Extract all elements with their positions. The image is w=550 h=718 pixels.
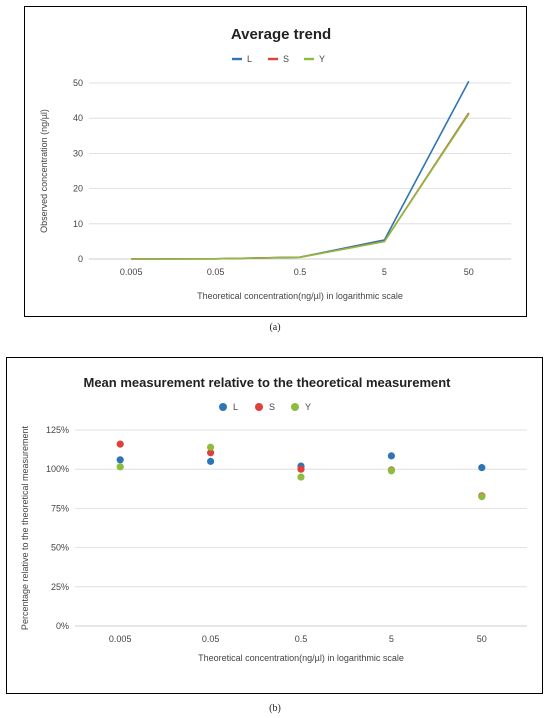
legend-swatch-y <box>291 403 299 411</box>
x-tick-label: 0.005 <box>109 634 132 644</box>
x-tick-label: 50 <box>464 267 474 277</box>
x-axis-label: Theoretical concentration(ng/µl) in loga… <box>198 653 404 663</box>
y-tick-label: 50% <box>51 543 69 553</box>
x-tick-label: 5 <box>389 634 394 644</box>
data-point-y <box>478 493 486 501</box>
mean-measurement-chart: Mean measurement relative to the theoret… <box>20 375 527 663</box>
chart-title: Mean measurement relative to the theoret… <box>83 375 451 390</box>
y-tick-label: 0% <box>56 621 69 631</box>
legend-label-l: L <box>247 54 252 64</box>
legend-label-y: Y <box>305 402 311 412</box>
y-tick-label: 30 <box>73 148 83 158</box>
chart-title: Average trend <box>231 26 331 43</box>
x-tick-label: 5 <box>382 267 387 277</box>
y-tick-label: 40 <box>73 113 83 123</box>
data-point-y <box>387 467 395 475</box>
legend-swatch-l <box>219 403 227 411</box>
x-tick-label: 0.05 <box>202 634 220 644</box>
series-line-l <box>131 80 470 260</box>
y-tick-label: 50 <box>73 78 83 88</box>
caption-b: (b) <box>269 703 281 714</box>
x-tick-label: 0.5 <box>294 267 307 277</box>
data-point-l <box>387 452 395 460</box>
y-tick-label: 0 <box>78 254 83 264</box>
data-point-y <box>297 473 305 481</box>
y-tick-label: 125% <box>46 425 69 435</box>
caption-a: (a) <box>269 322 281 333</box>
data-point-y <box>207 443 215 451</box>
average-trend-chart: Average trend L S Y 0 10 20 30 40 50 0.005 0.05 0.5 5… <box>39 26 511 301</box>
chart-panel-b: Mean measurement relative to the theoret… <box>6 357 543 694</box>
legend-label-s: S <box>269 402 275 412</box>
y-tick-label: 25% <box>51 582 69 592</box>
y-tick-label: 10 <box>73 219 83 229</box>
y-axis-label: Observed concentration (ng/µl) <box>39 109 49 233</box>
legend-label-l: L <box>233 402 238 412</box>
legend-swatch-s <box>255 403 263 411</box>
y-tick-label: 75% <box>51 503 69 513</box>
data-point-s <box>116 440 124 448</box>
x-tick-label: 50 <box>477 634 487 644</box>
data-point-l <box>207 457 215 465</box>
data-point-s <box>297 465 305 473</box>
x-tick-label: 0.05 <box>207 267 225 277</box>
data-point-s <box>207 449 215 457</box>
y-tick-label: 100% <box>46 464 69 474</box>
data-point-l <box>478 464 486 472</box>
series-line-y <box>131 113 470 260</box>
x-axis-label: Theoretical concentration(ng/µl) in loga… <box>197 291 403 301</box>
y-axis-label: Percentage relative to the theoretical m… <box>20 425 30 630</box>
y-tick-label: 20 <box>73 184 83 194</box>
legend-label-s: S <box>283 54 289 64</box>
x-tick-label: 0.005 <box>120 267 143 277</box>
x-tick-label: 0.5 <box>295 634 308 644</box>
data-point-l <box>116 456 124 464</box>
legend-label-y: Y <box>319 54 325 64</box>
series-line-s <box>131 112 470 260</box>
chart-panel-a: Average trend L S Y 0 10 20 30 40 50 0.005 0.05 0.5 5… <box>24 6 527 317</box>
data-point-y <box>116 463 124 471</box>
